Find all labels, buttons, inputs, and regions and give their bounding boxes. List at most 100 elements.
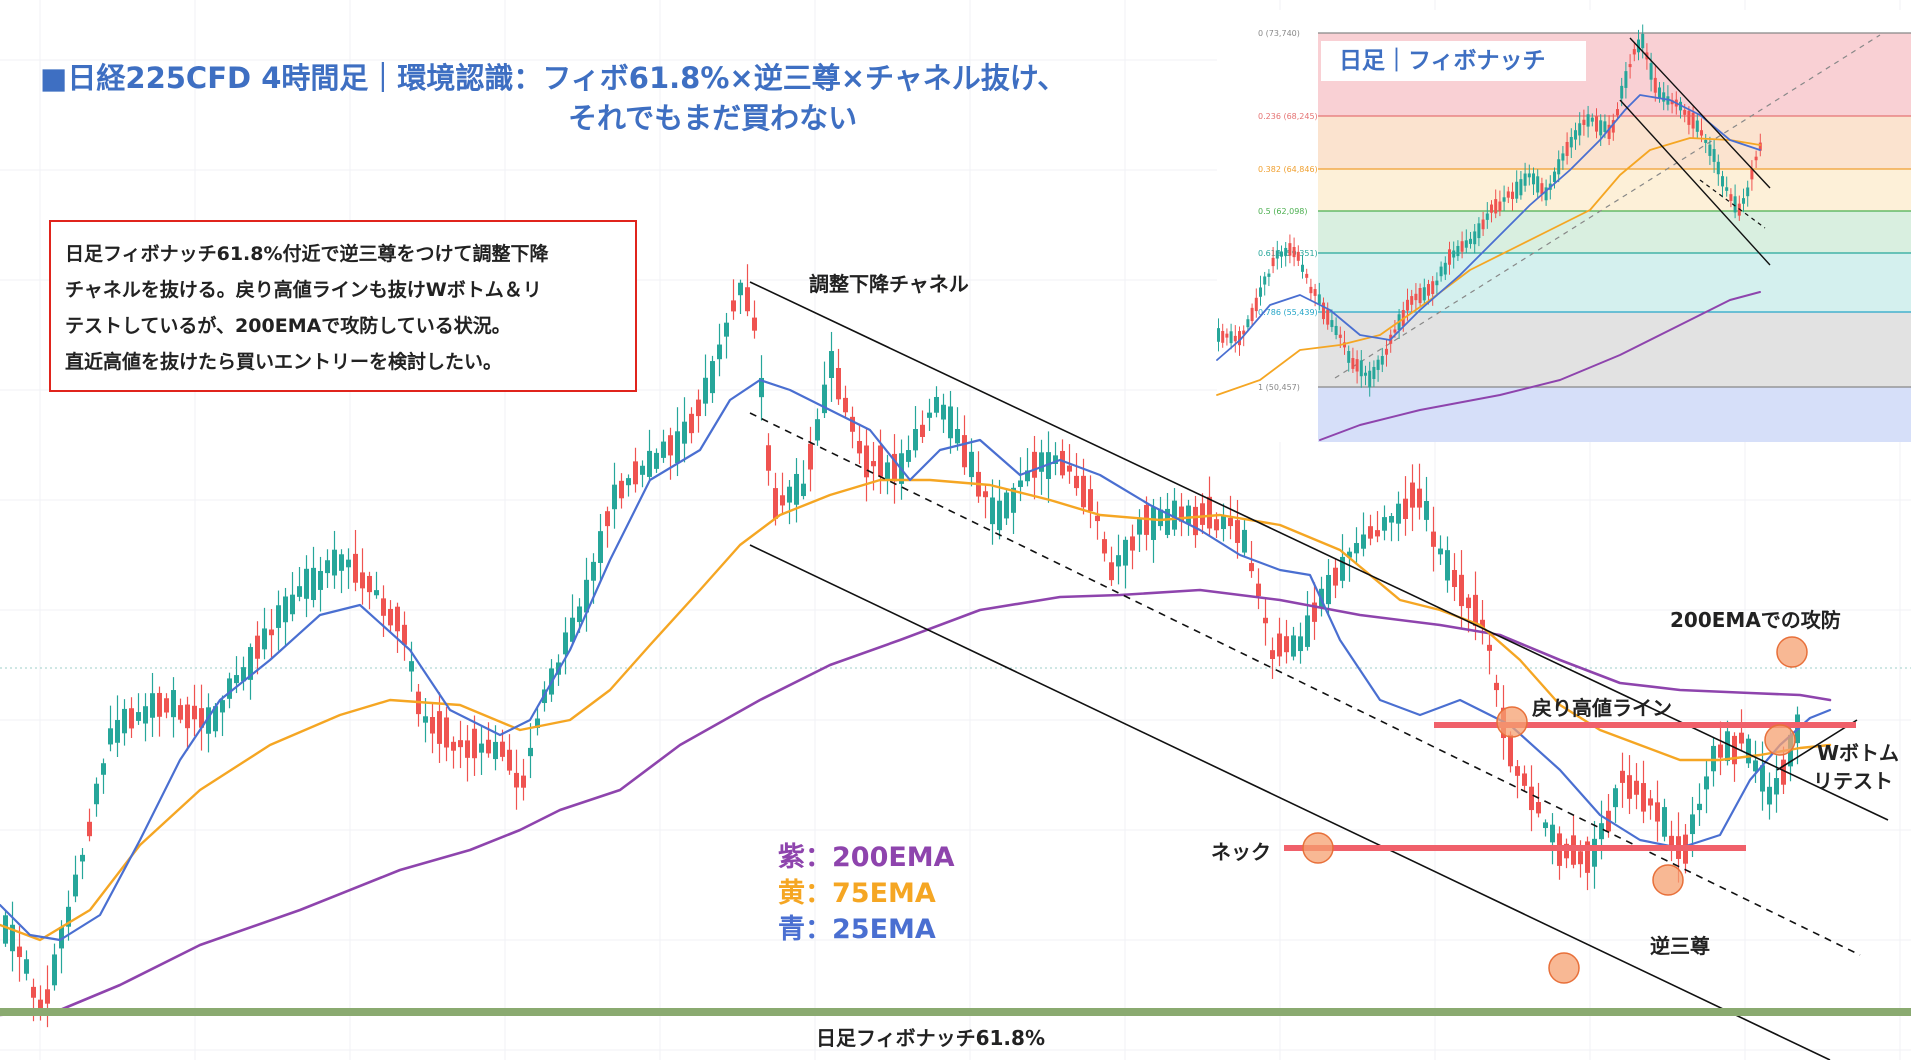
inset-candle-body <box>1527 173 1531 178</box>
candle-body <box>822 384 827 414</box>
candle-body <box>381 598 386 616</box>
candle-body <box>1753 760 1758 772</box>
candle-body <box>465 740 470 758</box>
candle-body <box>878 445 883 477</box>
candle-body <box>388 608 393 626</box>
candle-body <box>80 854 85 862</box>
marker-circle <box>1496 706 1528 738</box>
candle-body <box>1333 567 1338 586</box>
inset-candle-body <box>1414 293 1418 301</box>
fib-band <box>1318 169 1911 211</box>
candle-body <box>696 399 701 417</box>
candle-body <box>1389 516 1394 523</box>
candle-body <box>1774 778 1779 795</box>
candle-body <box>304 568 309 599</box>
inset-candle-body <box>1502 197 1506 202</box>
inset-candle-body <box>1343 342 1346 348</box>
inset-candle-body <box>1385 348 1388 355</box>
candle-body <box>1249 563 1254 572</box>
candle-body <box>1039 452 1044 472</box>
inset-candle-body <box>1330 320 1334 328</box>
inset-candle-body <box>1565 141 1569 156</box>
candle-body <box>395 606 400 632</box>
inset-candle-body <box>1481 219 1485 230</box>
candle-body <box>1655 802 1660 822</box>
candle-body <box>1060 450 1065 476</box>
inverse-head-shoulders-label: 逆三尊 <box>1650 934 1710 958</box>
inset-candle-body <box>1221 331 1225 343</box>
candle-body <box>962 435 967 468</box>
candle-body <box>1158 509 1163 527</box>
inset-candle-body <box>1317 294 1321 305</box>
inset-channel-mid <box>1699 179 1766 229</box>
ema200-battle-label: 200EMAでの攻防 <box>1670 608 1841 632</box>
inset-candle-body <box>1729 194 1733 201</box>
neck-label: ネック <box>1211 840 1271 864</box>
marker-circle <box>1764 724 1796 756</box>
candle-body <box>668 435 673 456</box>
inset-candle-body <box>1540 183 1544 195</box>
candle-body <box>850 416 855 432</box>
candle-body <box>164 698 169 713</box>
inset-candle-body <box>1322 302 1325 320</box>
candle-body <box>437 711 442 744</box>
inset-candle-body <box>1254 297 1258 312</box>
candle-body <box>1403 498 1408 520</box>
inset-candle-body <box>1725 187 1729 191</box>
inset-candle-body <box>1653 77 1657 93</box>
inset-candle-body <box>1641 33 1645 49</box>
candle-body <box>472 728 477 759</box>
inset-candle-body <box>1632 49 1636 55</box>
channel-upper-line <box>749 281 1889 821</box>
candle-body <box>1067 465 1072 472</box>
inset-candle-body <box>1313 289 1317 296</box>
inset-candle-body <box>1393 329 1397 333</box>
inset-candle-body <box>1469 238 1472 244</box>
inset-candle-body <box>1292 247 1296 258</box>
candle-body <box>59 927 64 949</box>
inset-candle-body <box>1637 39 1640 53</box>
inset-candle-body <box>1716 161 1720 175</box>
candle-body <box>101 763 106 775</box>
candle-body <box>479 743 484 753</box>
channel-lower-line <box>749 544 1831 1060</box>
candle-body <box>94 783 99 805</box>
inset-candle-body <box>1305 273 1309 278</box>
inset-candle-body <box>1460 241 1464 252</box>
candle-body <box>206 707 211 734</box>
inset-candle-body <box>1464 240 1468 248</box>
candle-body <box>1102 539 1107 554</box>
candle-body <box>199 708 204 728</box>
inset-channel-lower <box>1619 99 1771 266</box>
candle-body <box>1172 500 1177 530</box>
candle-body <box>213 706 218 732</box>
ema-legend: 紫：200EMA 黄：75EMA 青：25EMA <box>778 840 955 948</box>
candle-body <box>535 718 540 728</box>
candle-body <box>409 661 414 672</box>
candle-body <box>1767 786 1772 805</box>
inset-candle-body <box>1284 247 1288 256</box>
fib-level-label: 0.786 (55,439) <box>1258 308 1318 317</box>
candle-body <box>507 749 512 771</box>
fib-band <box>1318 312 1911 387</box>
retest-label: リテスト <box>1813 769 1893 793</box>
candle-body <box>255 635 260 659</box>
candle-body <box>423 716 428 723</box>
candle-body <box>927 412 932 418</box>
candle-body <box>836 367 841 400</box>
inset-candle-body <box>1754 156 1758 161</box>
candle-body <box>864 445 869 478</box>
inset-candle-body <box>1691 112 1695 129</box>
inset-candle-body <box>1712 149 1716 162</box>
candle-body <box>1543 822 1548 829</box>
inset-candle-body <box>1553 171 1556 183</box>
candle-body <box>1340 556 1345 581</box>
fib-band <box>1318 253 1911 312</box>
candle-body <box>311 567 316 601</box>
candle-body <box>171 690 176 718</box>
candle-body <box>640 465 645 475</box>
inset-candle-body <box>1750 169 1754 180</box>
inset-candle-body <box>1662 92 1666 102</box>
candle-body <box>787 486 792 503</box>
